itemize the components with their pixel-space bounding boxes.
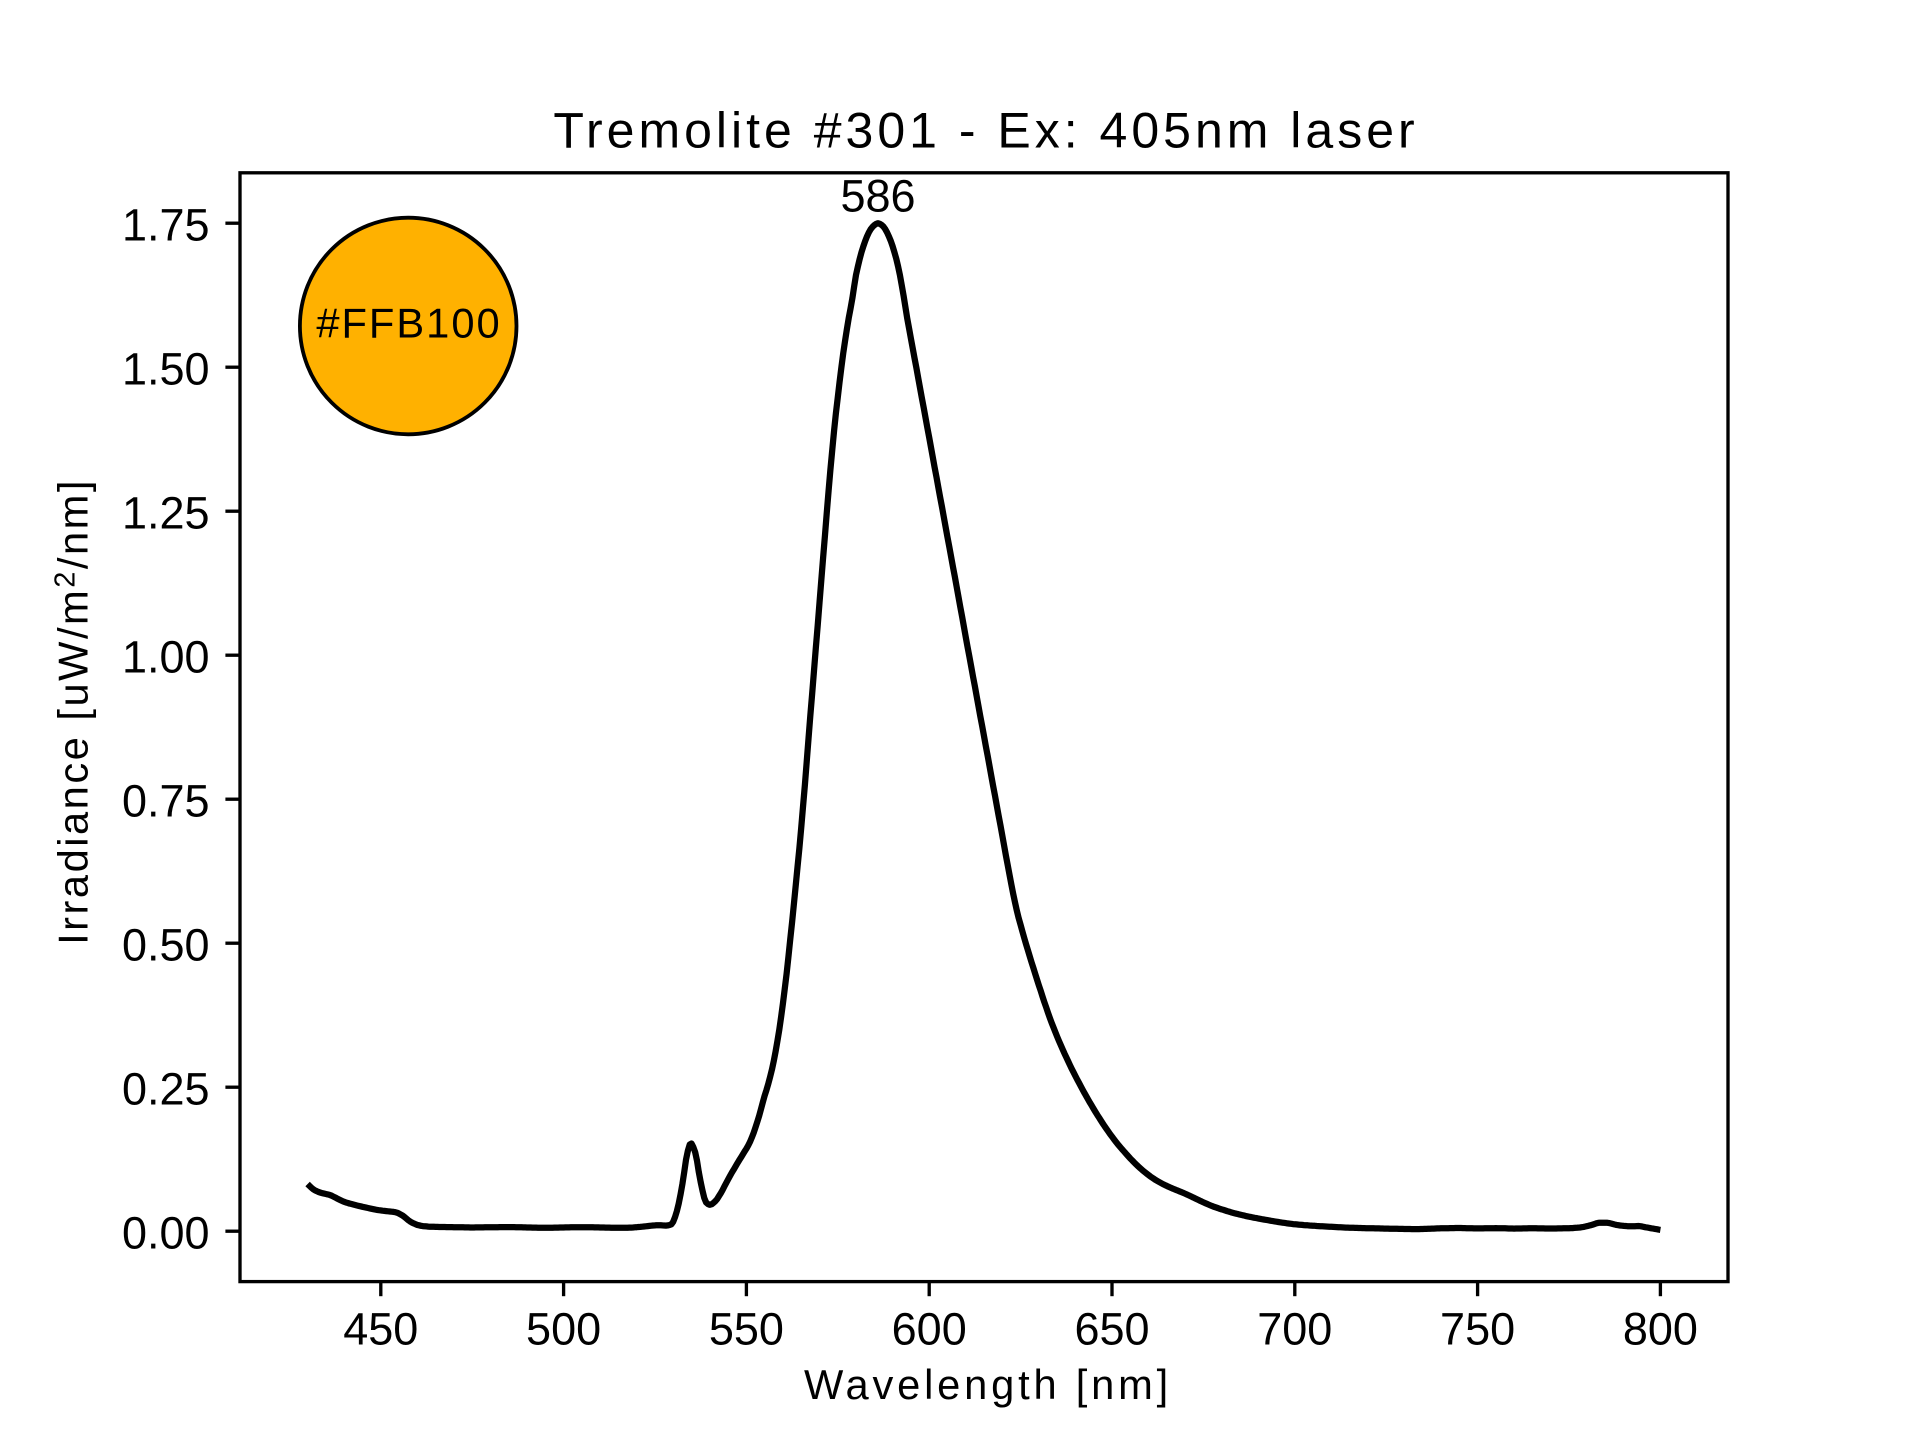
svg-text:#FFB100: #FFB100 xyxy=(316,300,501,347)
svg-text:800: 800 xyxy=(1623,1304,1698,1355)
svg-text:0.25: 0.25 xyxy=(122,1064,210,1115)
svg-text:650: 650 xyxy=(1074,1304,1149,1355)
svg-text:1.25: 1.25 xyxy=(122,488,210,539)
svg-text:586: 586 xyxy=(840,171,915,222)
svg-text:Wavelength [nm]: Wavelength [nm] xyxy=(804,1361,1172,1408)
svg-text:1.50: 1.50 xyxy=(122,344,210,395)
svg-text:550: 550 xyxy=(709,1304,784,1355)
svg-text:1.75: 1.75 xyxy=(122,200,210,251)
svg-text:1.00: 1.00 xyxy=(122,632,210,683)
svg-text:450: 450 xyxy=(343,1304,418,1355)
svg-text:0.75: 0.75 xyxy=(122,776,210,827)
svg-text:500: 500 xyxy=(526,1304,601,1355)
svg-text:600: 600 xyxy=(892,1304,967,1355)
svg-text:Tremolite #301 - Ex: 405nm las: Tremolite #301 - Ex: 405nm laser xyxy=(553,103,1418,159)
svg-text:0.00: 0.00 xyxy=(122,1208,210,1259)
svg-text:Irradiance [uW/m2/nm]: Irradiance [uW/m2/nm] xyxy=(50,478,97,945)
svg-text:0.50: 0.50 xyxy=(122,920,210,971)
svg-text:750: 750 xyxy=(1440,1304,1515,1355)
svg-text:700: 700 xyxy=(1257,1304,1332,1355)
